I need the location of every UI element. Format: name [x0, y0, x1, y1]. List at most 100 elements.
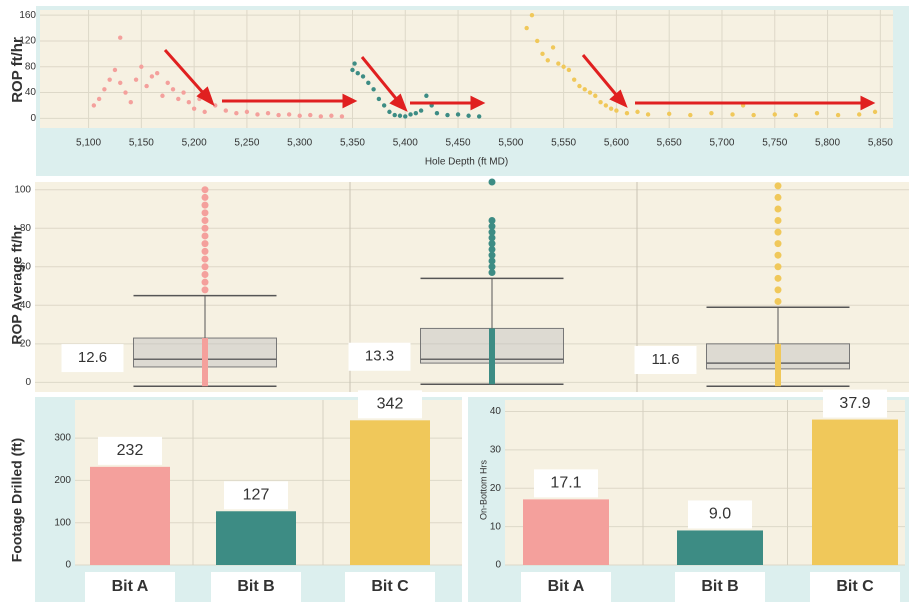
point [170, 87, 176, 92]
arrowhead [860, 95, 876, 111]
category-label-box [675, 572, 765, 602]
y-tick-label: 0 [30, 113, 36, 124]
point [434, 110, 440, 116]
point [403, 114, 408, 119]
point [276, 112, 281, 118]
outlier [774, 286, 782, 294]
arrowhead [470, 95, 486, 111]
point [181, 90, 186, 95]
point [408, 112, 413, 117]
x-tick-label: 5,600 [604, 138, 629, 149]
point [128, 100, 133, 105]
point [476, 114, 482, 119]
point [413, 110, 419, 116]
outlier [488, 228, 496, 236]
outlier [488, 269, 496, 277]
x-axis-title: Hole Depth (ft MD) [425, 157, 508, 168]
mean-label: 13.3 [365, 348, 394, 365]
x-tick-label: 5,300 [287, 138, 312, 149]
outlier [201, 247, 209, 255]
outlier [774, 263, 782, 271]
point [329, 113, 334, 118]
outlier [774, 228, 782, 236]
trend-arrows [163, 49, 876, 112]
outlier [201, 186, 209, 194]
y-axis-title: Footage Drilled (ft) [9, 438, 25, 562]
point [751, 112, 756, 118]
point [614, 108, 619, 113]
point [371, 87, 376, 92]
strip [775, 343, 781, 387]
arrow [163, 49, 207, 96]
point [397, 113, 403, 118]
outlier [201, 240, 209, 248]
outlier [774, 217, 782, 225]
y-tick-label: 80 [25, 61, 37, 72]
outlier [774, 240, 782, 248]
point [91, 103, 97, 108]
chart-layer: ROP ft/hr 0 40 80 120 160 5,100 5,150 5,200 5,250… [9, 10, 909, 602]
category-label-box [85, 572, 175, 602]
bar [812, 419, 898, 565]
point [186, 100, 192, 105]
value-label: 17.1 [550, 475, 581, 492]
point [139, 64, 144, 69]
x-tick-label: 5,150 [129, 138, 154, 149]
value-label: 232 [117, 442, 144, 459]
point [149, 74, 155, 79]
y-axis-title: On-Bottom Hrs [478, 459, 488, 520]
x-tick-label: Bit A [548, 578, 585, 595]
value-label: 127 [243, 486, 270, 503]
point [835, 112, 841, 118]
outlier [488, 234, 496, 242]
point [535, 38, 540, 44]
point [624, 110, 630, 116]
outlier [488, 257, 496, 265]
point [318, 114, 324, 119]
point [418, 108, 424, 113]
point [793, 112, 799, 118]
point [376, 96, 382, 102]
arrowhead [342, 93, 358, 109]
x-tick-label: 5,500 [498, 138, 523, 149]
outlier [488, 178, 496, 186]
point [234, 110, 239, 116]
bar [523, 499, 609, 565]
point [213, 103, 218, 108]
strip [489, 328, 495, 385]
point [202, 109, 207, 115]
outlier [201, 278, 209, 286]
point [455, 112, 461, 117]
x-tick-label: 5,200 [182, 138, 207, 149]
outlier [201, 232, 209, 240]
point [352, 61, 357, 66]
point [265, 110, 271, 116]
point [556, 61, 561, 66]
y-tick-label: 100 [14, 184, 31, 195]
point [123, 90, 128, 95]
point [709, 110, 714, 116]
point [392, 112, 397, 118]
value-label: 9.0 [709, 506, 731, 523]
outlier [488, 245, 496, 253]
bar [216, 511, 296, 565]
value-label: 342 [377, 396, 404, 413]
point [165, 80, 170, 86]
mean-label-box [61, 344, 124, 373]
x-tick-label: 5,650 [657, 138, 682, 149]
x-tick-label: 5,350 [340, 138, 365, 149]
point [160, 93, 165, 98]
y-tick-label: 0 [25, 377, 31, 388]
point [730, 112, 735, 117]
category-label-box [211, 572, 301, 602]
y-tick-label: 30 [490, 445, 502, 456]
category-label-box [521, 572, 611, 602]
point [545, 58, 550, 63]
value-label-box [534, 469, 598, 498]
value-label-box [688, 500, 752, 529]
point [144, 83, 149, 89]
arrowhead [389, 93, 408, 112]
value-label-box [823, 389, 887, 418]
y-tick-label: 20 [490, 483, 502, 494]
outlier [488, 222, 496, 230]
